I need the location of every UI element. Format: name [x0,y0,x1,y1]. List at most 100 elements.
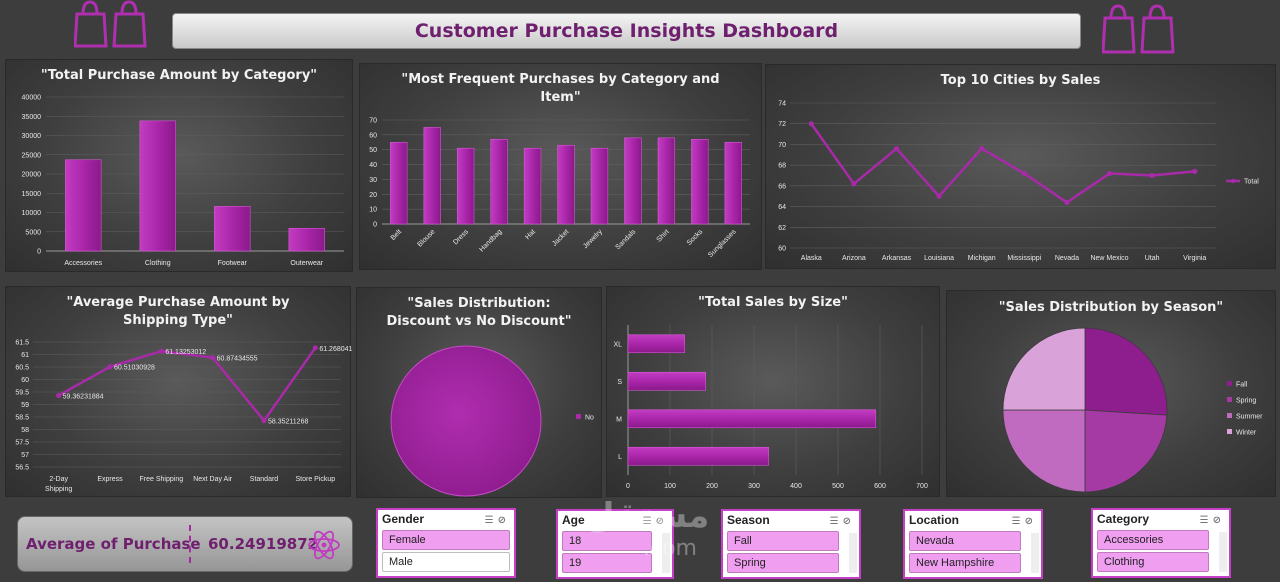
x-tick-label: Michigan [968,255,996,262]
x-tick-label: Shirt [656,228,671,243]
x-tick-label: Dress [452,228,470,246]
slicer-item-spring[interactable]: Spring [727,553,839,573]
kpi-value: 60.24919872 [208,535,319,553]
multi-select-icon[interactable]: ☰ [642,516,656,527]
pie-slice [1084,409,1168,493]
data-point [1106,170,1113,177]
bar [624,137,642,225]
data-point [107,364,113,370]
chart-title: "Sales Distribution: Discount vs No Disc… [386,296,572,329]
gender-slicer[interactable]: Gender ☰⊘ Female Male [376,508,516,578]
pie-slice [390,345,542,497]
y-tick-label: 70 [369,118,377,125]
y-tick-label: 58 [21,427,29,434]
y-tick-label: 74 [778,101,786,108]
location-slicer[interactable]: Location ☰⊘ Nevada New Hampshire [903,509,1043,579]
clear-filter-icon[interactable]: ⊘ [1212,515,1225,526]
data-point [979,145,985,152]
y-tick-label: 60 [778,246,786,253]
category-slicer[interactable]: Category ☰⊘ Accessories Clothing [1091,508,1231,578]
multi-select-icon[interactable]: ☰ [1011,516,1025,527]
y-tick-label: XL [613,341,622,348]
y-tick-label: 58.5 [15,415,29,422]
x-tick-label: Arkansas [882,255,912,262]
slicer-item-nevada[interactable]: Nevada [909,531,1021,551]
chart-title: "Most Frequent Purchases by Category and… [401,72,720,105]
slicer-item-male[interactable]: Male [382,552,510,572]
legend-swatch [1231,179,1235,183]
slicer-item-female[interactable]: Female [382,530,510,550]
season-chart-panel[interactable]: "Sales Distribution by Season" Fall Sprin… [946,290,1276,497]
clear-filter-icon[interactable]: ⊘ [1024,516,1037,527]
x-tick-label: Louisiana [924,255,954,262]
slicer-item-18[interactable]: 18 [562,531,652,551]
legend-swatch [576,414,581,419]
multi-select-icon[interactable]: ☰ [1199,515,1213,526]
clear-filter-icon[interactable]: ⊘ [497,515,510,526]
shipping-line-chart: 56.5 57 57.5 58 58.5 59 59.5 60 60.5 61 61.5 59.362… [15,340,352,494]
data-point [936,193,942,199]
x-tick-label: 400 [790,483,802,490]
slicer-item-new-hampshire[interactable]: New Hampshire [909,553,1021,573]
x-tick-label: Blouse [417,228,437,248]
x-tick-label: Footwear [218,260,248,267]
x-tick-label: Standard [250,476,279,483]
shopping-bags-icon [74,0,147,48]
clear-filter-icon[interactable]: ⊘ [655,516,668,527]
kpi-divider [189,525,191,563]
chart-title: "Sales Distribution by Season" [998,300,1224,315]
y-tick-label: 72 [778,121,786,128]
y-tick-label: 30 [369,177,377,184]
cities-line-chart: 60 62 64 66 68 70 72 74 Alaska Arizona Arkansas Lou… [778,101,1259,263]
data-label: 61.26804124 [319,346,352,353]
chart-title: "Total Sales by Size" [698,295,848,310]
multi-select-icon[interactable]: ☰ [829,516,843,527]
y-tick-label: 40000 [22,95,42,102]
y-tick-label: 66 [778,183,786,190]
data-point [312,345,318,351]
bar [691,139,709,225]
y-tick-label: M [616,416,622,423]
legend-swatch [1227,413,1232,418]
x-tick-label: Alaska [801,255,822,262]
season-slicer[interactable]: Season ☰⊘ Fall Spring [721,509,861,579]
legend-label: Summer [1236,414,1263,421]
clear-filter-icon[interactable]: ⊘ [842,516,855,527]
legend-swatch [1227,429,1232,434]
age-slicer[interactable]: Age ☰⊘ 18 19 [556,509,674,579]
slicer-item-fall[interactable]: Fall [727,531,839,551]
category-chart-panel[interactable]: "Total Purchase Amount by Category" 0 500… [5,59,353,272]
data-point [893,145,900,152]
slicer-item-19[interactable]: 19 [562,553,652,573]
x-tick-label: Socks [686,228,705,247]
legend-label: Spring [1236,398,1256,405]
slicer-scrollbar[interactable] [662,533,670,573]
cities-chart-panel[interactable]: Top 10 Cities by Sales 60 62 64 66 68 70 72 74 A… [765,64,1276,269]
slicer-scrollbar[interactable] [1219,532,1227,572]
items-chart-panel[interactable]: "Most Frequent Purchases by Category and… [359,63,762,270]
slicer-scrollbar[interactable] [849,533,857,573]
y-tick-label: 30000 [22,133,42,140]
data-point [808,121,814,127]
x-tick-label: 300 [748,483,760,490]
x-tick-label: Utah [1145,255,1160,262]
average-purchase-card: Average of Purchase 60.24919872 [17,516,353,572]
legend-label: Fall [1236,382,1248,389]
x-tick-label: Accessories [64,260,102,267]
x-tick-label: Free Shipping [140,476,184,483]
size-chart-panel[interactable]: "Total Sales by Size" 0 100 200 300 400 500 60… [606,286,940,497]
y-tick-label: 0 [373,222,377,229]
slicer-title: Category [1097,512,1150,526]
shopping-bags-icon [1102,4,1175,54]
slicer-scrollbar[interactable] [1031,533,1039,573]
slicer-item-clothing[interactable]: Clothing [1097,552,1209,572]
discount-chart-panel[interactable]: "Sales Distribution: Discount vs No Disc… [356,287,602,498]
shipping-chart-panel[interactable]: "Average Purchase Amount by Shipping Typ… [5,286,352,497]
y-tick-label: 68 [778,163,786,170]
slicer-item-accessories[interactable]: Accessories [1097,530,1209,550]
x-tick-label: 0 [626,483,630,490]
multi-select-icon[interactable]: ☰ [484,515,498,526]
y-tick-label: 61 [21,352,29,359]
kpi-label: Average of Purchase [26,535,201,553]
legend-label: Winter [1236,430,1257,437]
